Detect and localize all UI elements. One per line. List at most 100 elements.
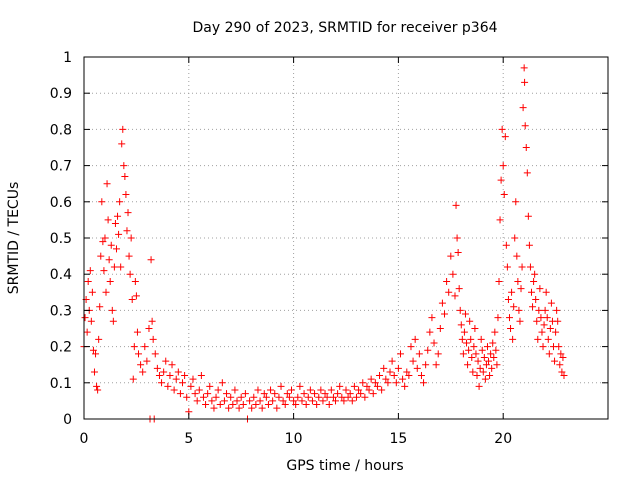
chart-title: Day 290 of 2023, SRMTID for receiver p36… xyxy=(192,20,497,36)
data-point xyxy=(420,379,428,387)
data-point xyxy=(490,353,498,361)
data-point xyxy=(292,401,300,409)
data-point xyxy=(220,397,228,405)
data-point xyxy=(363,382,371,390)
data-point xyxy=(458,335,466,343)
data-point xyxy=(474,357,482,365)
data-point xyxy=(537,314,545,322)
data-point xyxy=(521,122,529,130)
data-point xyxy=(413,364,421,372)
data-point xyxy=(336,382,344,390)
data-point xyxy=(134,350,142,358)
data-point xyxy=(486,372,494,380)
data-point xyxy=(447,252,455,260)
data-point xyxy=(443,277,451,285)
data-point xyxy=(352,393,360,401)
data-point xyxy=(252,401,260,409)
data-point xyxy=(481,375,489,383)
data-point xyxy=(488,364,496,372)
x-tick-label: 15 xyxy=(389,431,407,447)
data-point xyxy=(96,303,104,311)
data-point xyxy=(262,393,270,401)
data-point xyxy=(367,375,375,383)
data-point xyxy=(174,368,182,376)
y-tick-label: 0.4 xyxy=(50,267,72,283)
data-point xyxy=(258,404,266,412)
data-point xyxy=(516,317,524,325)
data-point xyxy=(321,390,329,398)
data-point xyxy=(449,270,457,278)
data-point xyxy=(371,379,379,387)
axis-ticks xyxy=(83,56,608,420)
data-point xyxy=(166,372,174,380)
data-point xyxy=(83,328,91,336)
data-point xyxy=(430,339,438,347)
data-point xyxy=(227,393,235,401)
data-point xyxy=(129,375,137,383)
data-point xyxy=(453,234,461,242)
data-point xyxy=(394,364,402,372)
data-point xyxy=(110,263,118,271)
data-point xyxy=(459,350,467,358)
data-point xyxy=(543,314,551,322)
data-point xyxy=(212,393,220,401)
data-point xyxy=(229,401,237,409)
data-point xyxy=(214,386,222,394)
data-point xyxy=(522,144,530,151)
data-point xyxy=(534,335,542,343)
data-point xyxy=(131,277,139,285)
data-point xyxy=(538,328,546,336)
x-tick-labels: 0 5 10 15 20 xyxy=(80,431,513,447)
data-point xyxy=(477,335,485,343)
data-point xyxy=(93,382,101,390)
data-point xyxy=(86,267,94,275)
data-point xyxy=(436,325,444,332)
data-point xyxy=(298,397,306,405)
data-point xyxy=(153,364,161,372)
data-point xyxy=(541,306,549,314)
data-point xyxy=(350,382,358,390)
data-point xyxy=(122,191,130,199)
data-point xyxy=(464,361,472,369)
data-point xyxy=(187,382,195,390)
data-point xyxy=(382,375,390,383)
data-point xyxy=(471,325,479,332)
data-point xyxy=(323,393,331,401)
y-tick-label: 0.8 xyxy=(50,122,72,138)
data-point xyxy=(500,191,508,199)
data-point xyxy=(179,379,187,387)
data-point xyxy=(405,372,413,380)
data-point xyxy=(99,238,107,246)
data-point xyxy=(409,357,417,365)
data-point xyxy=(269,397,277,405)
y-tick-label: 0.3 xyxy=(50,303,72,319)
data-point xyxy=(483,343,491,351)
data-point xyxy=(279,397,287,405)
data-point xyxy=(451,292,459,300)
data-point xyxy=(492,346,500,354)
data-point xyxy=(147,256,155,264)
data-points xyxy=(80,64,568,423)
data-point xyxy=(552,328,560,336)
data-point xyxy=(260,390,268,398)
data-point xyxy=(193,397,201,405)
data-point xyxy=(141,343,149,351)
y-tick-label: 1 xyxy=(63,50,72,66)
data-point xyxy=(501,133,509,141)
data-point xyxy=(559,353,567,361)
data-point xyxy=(313,401,321,409)
data-point xyxy=(441,310,449,318)
data-point xyxy=(533,317,541,325)
data-point xyxy=(469,368,477,376)
data-point xyxy=(105,256,113,264)
data-point xyxy=(290,397,298,405)
y-tick-label: 0.6 xyxy=(50,195,72,211)
data-point xyxy=(489,339,497,347)
data-point xyxy=(123,227,131,235)
data-point xyxy=(520,64,528,72)
data-point xyxy=(551,357,559,365)
data-point xyxy=(225,404,233,412)
data-point xyxy=(112,245,120,253)
data-point xyxy=(485,357,493,365)
